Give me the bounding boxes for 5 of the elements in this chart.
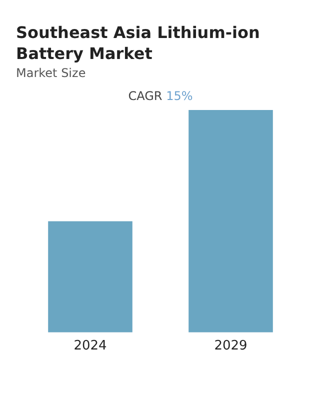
x-tick-label: 2029 xyxy=(214,338,248,354)
chart-subtitle: Market Size xyxy=(16,66,86,80)
x-tick-label: 2024 xyxy=(74,338,107,354)
text: CAGR 15% xyxy=(127,89,194,103)
chart-title: Southeast Asia Lithium-ion Battery Market xyxy=(16,22,261,64)
